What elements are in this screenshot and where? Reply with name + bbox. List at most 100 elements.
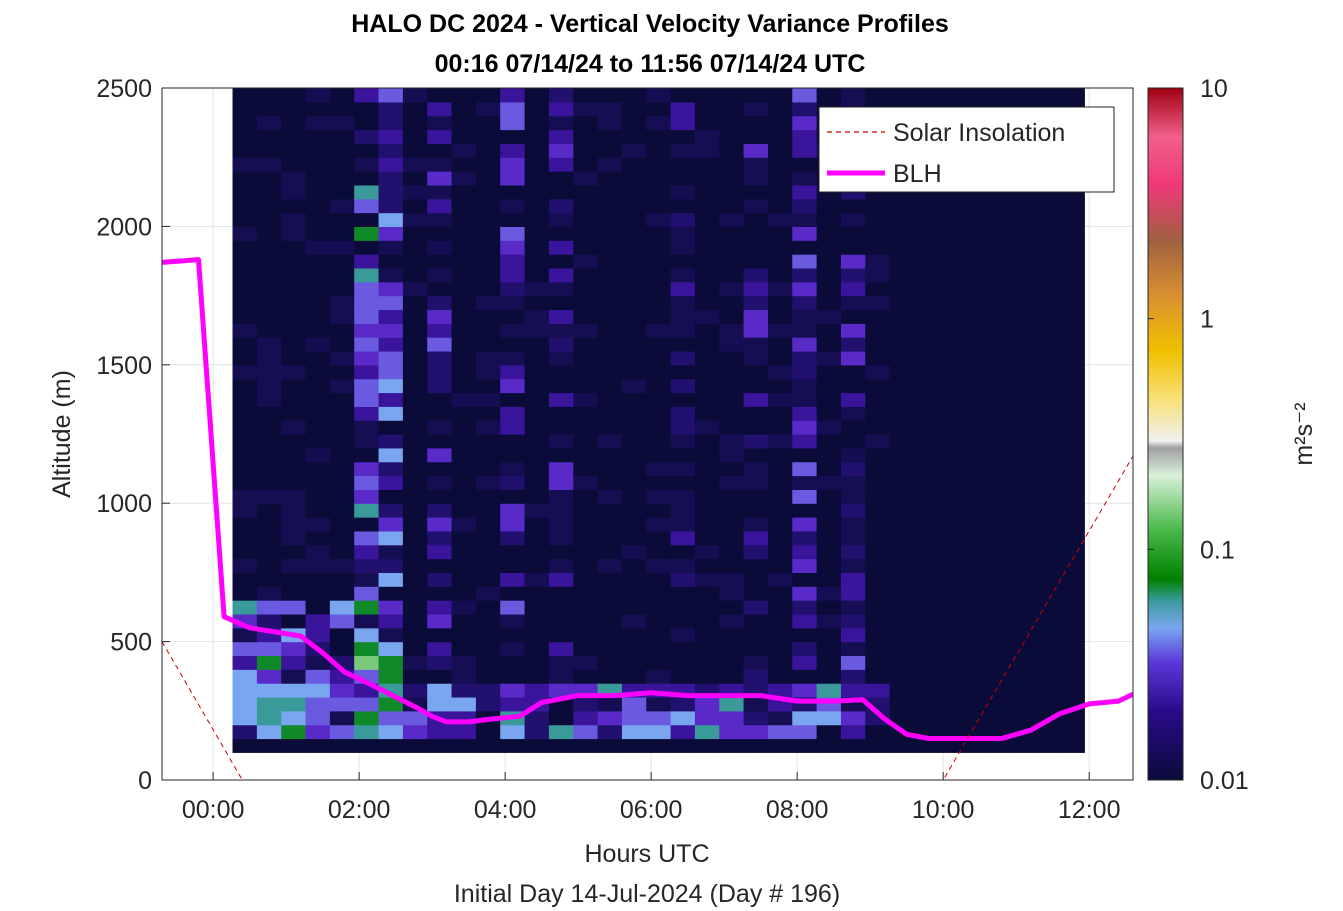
heatmap-cell [1011, 710, 1037, 726]
heatmap-cell [816, 254, 842, 269]
heatmap-cell [354, 309, 380, 324]
heatmap-cell [402, 738, 428, 753]
heatmap-cell [548, 489, 574, 504]
heatmap-cell [962, 710, 988, 726]
heatmap-cell [719, 101, 745, 117]
heatmap-cell [1011, 198, 1037, 214]
heatmap-cell [232, 724, 258, 740]
heatmap-cell [524, 586, 550, 601]
heatmap-cell [621, 544, 647, 560]
heatmap-cell [694, 517, 720, 532]
heatmap-cell [475, 323, 501, 338]
heatmap-cell [694, 267, 720, 283]
heatmap-cell [889, 710, 915, 726]
heatmap-cell [646, 309, 672, 324]
heatmap-cell [305, 558, 331, 573]
heatmap-cell [719, 115, 745, 131]
heatmap-cell [524, 738, 550, 753]
heatmap-cell [597, 295, 623, 311]
heatmap-cell [1011, 572, 1037, 587]
heatmap-cell [402, 323, 428, 338]
heatmap-cell [840, 489, 866, 504]
heatmap-cell [719, 503, 745, 518]
heatmap-cell [573, 461, 599, 477]
heatmap-cell [1035, 240, 1061, 255]
heatmap-cell [865, 323, 891, 338]
heatmap-cell [281, 254, 307, 269]
heatmap-cell [865, 88, 891, 103]
heatmap-cell [232, 517, 258, 532]
heatmap-cell [719, 613, 745, 629]
heatmap-cell [621, 101, 647, 117]
heatmap-cell [913, 295, 939, 311]
heatmap-cell [475, 558, 501, 573]
heatmap-cell [743, 254, 769, 269]
heatmap-cell [840, 337, 866, 352]
heatmap-cell [1035, 295, 1061, 311]
heatmap-cell [1035, 88, 1061, 103]
heatmap-cell [329, 627, 355, 643]
heatmap-cell [670, 212, 696, 227]
heatmap-cell [646, 586, 672, 601]
heatmap-cell [962, 503, 988, 518]
heatmap-cell [524, 627, 550, 643]
heatmap-cell [597, 143, 623, 158]
heatmap-cell [597, 503, 623, 518]
heatmap-cell [1059, 240, 1085, 255]
heatmap-cell [378, 420, 404, 435]
heatmap-cell [329, 115, 355, 131]
heatmap-cell [329, 738, 355, 753]
heatmap-cell [548, 558, 574, 573]
heatmap-cell [232, 143, 258, 158]
colorbar-tick-label: 0.01 [1200, 767, 1249, 795]
heatmap-cell [573, 350, 599, 366]
heatmap-cell [840, 724, 866, 740]
heatmap-cell [597, 586, 623, 601]
heatmap-cell [646, 295, 672, 311]
heatmap-cell [548, 129, 574, 144]
heatmap-cell [621, 558, 647, 573]
heatmap-cell [232, 420, 258, 435]
heatmap-cell [597, 226, 623, 241]
y-tick-label: 1000 [96, 490, 152, 518]
heatmap-cell [500, 544, 526, 560]
heatmap-cell [792, 88, 818, 103]
y-axis-label: Altitude (m) [48, 370, 76, 498]
heatmap-cell [548, 613, 574, 629]
heatmap-cell [305, 683, 331, 698]
heatmap-cell [792, 267, 818, 283]
heatmap-cell [402, 586, 428, 601]
heatmap-cell [1059, 447, 1085, 463]
heatmap-cell [281, 683, 307, 698]
heatmap-cell [305, 88, 331, 103]
heatmap-cell [840, 378, 866, 394]
heatmap-cell [1035, 420, 1061, 435]
heatmap-cell [597, 447, 623, 463]
heatmap-cell [597, 157, 623, 172]
heatmap-cell [1035, 254, 1061, 269]
heatmap-cell [694, 157, 720, 172]
heatmap-cell [646, 240, 672, 255]
heatmap-cell [621, 267, 647, 283]
heatmap-cell [427, 627, 453, 643]
heatmap-cell [865, 434, 891, 449]
heatmap-cell [1059, 738, 1085, 753]
heatmap-cell [913, 240, 939, 255]
heatmap-cell [256, 489, 282, 504]
heatmap-cell [548, 641, 574, 657]
legend-blh-label: BLH [893, 160, 942, 188]
heatmap-cell [986, 88, 1012, 103]
heatmap-cell [1035, 323, 1061, 338]
heatmap-cell [548, 378, 574, 394]
heatmap-cell [743, 613, 769, 629]
heatmap-cell [524, 544, 550, 560]
blh-series-line [162, 257, 1133, 741]
heatmap-cell [743, 558, 769, 573]
heatmap-cell [281, 738, 307, 753]
heatmap-cell [329, 572, 355, 587]
heatmap-cell [451, 364, 477, 380]
heatmap-cell [694, 88, 720, 103]
heatmap-cell [256, 475, 282, 490]
heatmap-cell [816, 350, 842, 366]
heatmap-cell [573, 655, 599, 670]
